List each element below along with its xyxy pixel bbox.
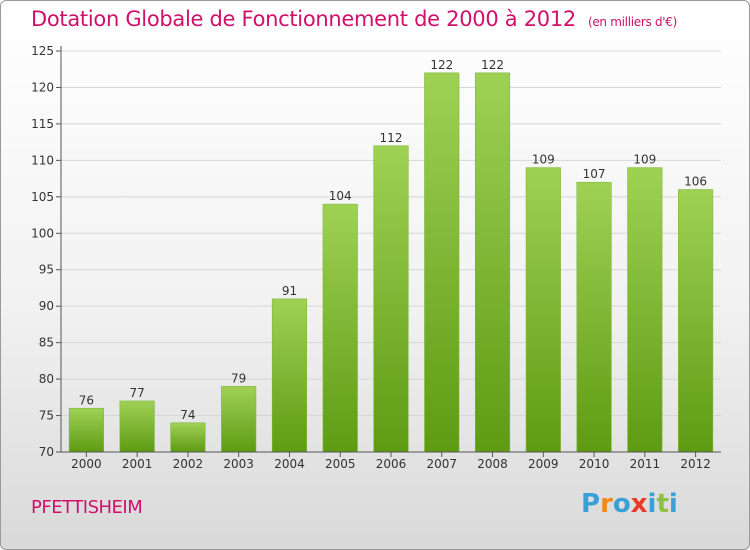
data-label: 76: [79, 393, 94, 407]
y-tick-label: 75: [39, 409, 54, 423]
bar-2007: [424, 72, 460, 453]
x-tick-label: 2003: [223, 457, 254, 471]
y-tick-label: 95: [39, 263, 54, 277]
bar-2001: [119, 400, 155, 453]
x-tick-label: 2000: [71, 457, 102, 471]
x-tick-label: 2007: [426, 457, 457, 471]
bar-2011: [627, 167, 663, 453]
y-tick-label: 90: [39, 299, 54, 313]
bar-2000: [68, 407, 104, 453]
chart-title: Dotation Globale de Fonctionnement de 20…: [31, 7, 677, 31]
x-tick-label: 2011: [630, 457, 661, 471]
data-label: 112: [380, 131, 403, 145]
data-label: 106: [684, 175, 707, 189]
title-text: Dotation Globale de Fonctionnement de 20…: [31, 7, 576, 31]
chart-subtitle: (en milliers d'€): [587, 15, 677, 29]
bars: 76 77 74 79 91 104 112 122 122 109 107 109 106: [68, 58, 714, 453]
y-tick-label: 85: [39, 336, 54, 350]
y-tick-label: 80: [39, 372, 54, 386]
data-label: 109: [633, 153, 656, 167]
logo-letter: i: [647, 489, 657, 519]
data-label: 79: [231, 371, 246, 385]
axes: 70 75 80 85 90 95 100 105 110 115 120 125 2000 2001 20…: [31, 44, 721, 471]
data-label: 77: [130, 386, 145, 400]
bar-2010: [576, 181, 612, 453]
bar-2006: [373, 145, 409, 453]
logo-letter: i: [668, 489, 678, 519]
y-tick-label: 100: [31, 226, 54, 240]
bar-2004: [271, 298, 308, 453]
data-label: 122: [481, 58, 504, 72]
data-label: 104: [329, 189, 352, 203]
data-label: 122: [430, 58, 453, 72]
logo-letter: P: [581, 489, 601, 519]
bar-2009: [525, 167, 561, 453]
y-tick-label: 105: [31, 190, 54, 204]
x-tick-label: 2008: [477, 457, 508, 471]
y-tick-label: 125: [31, 44, 54, 58]
x-tick-label: 2010: [579, 457, 610, 471]
bar-2012: [678, 189, 714, 453]
logo-letter: r: [600, 489, 613, 519]
proxiti-logo[interactable]: Proxiti: [581, 489, 678, 519]
bar-2008: [474, 72, 511, 453]
data-label: 109: [532, 153, 555, 167]
x-tick-label: 2004: [274, 457, 305, 471]
data-label: 107: [583, 167, 606, 181]
bar-2005: [322, 203, 358, 453]
data-label: 74: [180, 408, 195, 422]
x-tick-label: 2009: [528, 457, 559, 471]
data-label: 91: [282, 284, 297, 298]
y-tick-label: 110: [31, 153, 54, 167]
logo-letter: x: [630, 489, 648, 519]
x-tick-label: 2005: [325, 457, 356, 471]
logo-letter: o: [612, 489, 631, 519]
x-tick-label: 2012: [680, 457, 711, 471]
y-tick-label: 120: [31, 80, 54, 94]
x-tick-label: 2002: [173, 457, 204, 471]
x-tick-label: 2006: [376, 457, 407, 471]
y-tick-label: 115: [31, 117, 54, 131]
x-tick-label: 2001: [122, 457, 153, 471]
bar-2002: [170, 422, 206, 453]
y-tick-label: 70: [39, 445, 54, 459]
bar-2003: [221, 386, 257, 453]
commune-name: PFETTISHEIM: [31, 497, 143, 518]
logo-letter: t: [656, 489, 669, 519]
